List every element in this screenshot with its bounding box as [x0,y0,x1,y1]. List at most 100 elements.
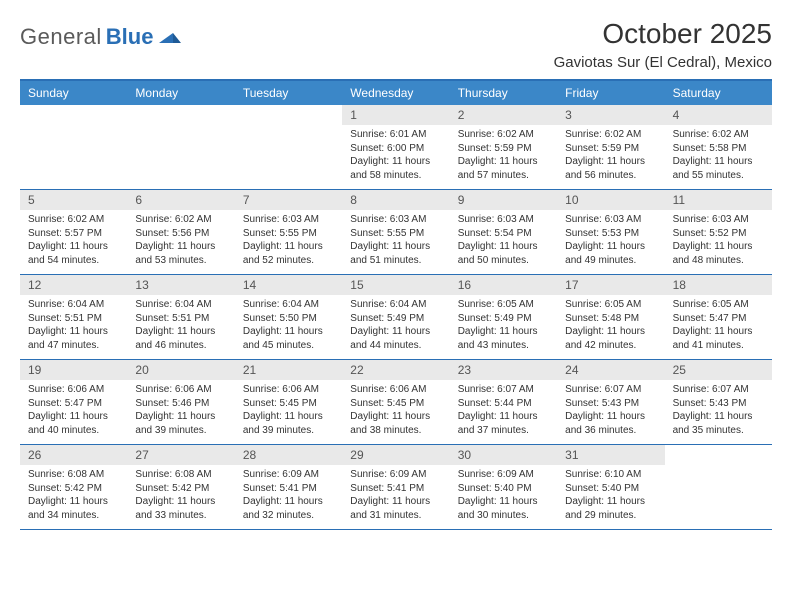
calendar-cell: 1Sunrise: 6:01 AMSunset: 6:00 PMDaylight… [342,105,449,189]
calendar-cell: 2Sunrise: 6:02 AMSunset: 5:59 PMDaylight… [450,105,557,189]
calendar-week: 26Sunrise: 6:08 AMSunset: 5:42 PMDayligh… [20,445,772,530]
day-details: Sunrise: 6:02 AMSunset: 5:59 PMDaylight:… [450,125,557,186]
day-details: Sunrise: 6:02 AMSunset: 5:56 PMDaylight:… [127,210,234,271]
day-details: Sunrise: 6:09 AMSunset: 5:41 PMDaylight:… [235,465,342,526]
day-details: Sunrise: 6:02 AMSunset: 5:57 PMDaylight:… [20,210,127,271]
weekday-header: Wednesday [342,81,449,105]
calendar-cell: 22Sunrise: 6:06 AMSunset: 5:45 PMDayligh… [342,360,449,444]
weekday-header: Sunday [20,81,127,105]
calendar-cell: 10Sunrise: 6:03 AMSunset: 5:53 PMDayligh… [557,190,664,274]
day-number: 28 [235,445,342,465]
calendar-cell: 11Sunrise: 6:03 AMSunset: 5:52 PMDayligh… [665,190,772,274]
day-details: Sunrise: 6:01 AMSunset: 6:00 PMDaylight:… [342,125,449,186]
calendar-week: 12Sunrise: 6:04 AMSunset: 5:51 PMDayligh… [20,275,772,360]
weekday-header: Saturday [665,81,772,105]
day-number: 5 [20,190,127,210]
calendar-cell: 28Sunrise: 6:09 AMSunset: 5:41 PMDayligh… [235,445,342,529]
day-details: Sunrise: 6:08 AMSunset: 5:42 PMDaylight:… [127,465,234,526]
logo-mark-icon [159,27,181,48]
calendar-cell: 21Sunrise: 6:06 AMSunset: 5:45 PMDayligh… [235,360,342,444]
weekday-header: Thursday [450,81,557,105]
day-number [235,105,342,125]
calendar-cell: 6Sunrise: 6:02 AMSunset: 5:56 PMDaylight… [127,190,234,274]
day-number: 17 [557,275,664,295]
calendar-cell: 19Sunrise: 6:06 AMSunset: 5:47 PMDayligh… [20,360,127,444]
day-details: Sunrise: 6:03 AMSunset: 5:53 PMDaylight:… [557,210,664,271]
day-details: Sunrise: 6:07 AMSunset: 5:44 PMDaylight:… [450,380,557,441]
calendar-cell: 17Sunrise: 6:05 AMSunset: 5:48 PMDayligh… [557,275,664,359]
day-number: 18 [665,275,772,295]
calendar-cell [20,105,127,189]
day-number: 31 [557,445,664,465]
day-number: 20 [127,360,234,380]
day-number: 12 [20,275,127,295]
calendar-cell: 5Sunrise: 6:02 AMSunset: 5:57 PMDaylight… [20,190,127,274]
day-number [20,105,127,125]
calendar-cell: 3Sunrise: 6:02 AMSunset: 5:59 PMDaylight… [557,105,664,189]
calendar-cell [235,105,342,189]
logo-text-general: General [20,24,102,50]
calendar-cell [127,105,234,189]
calendar-cell: 25Sunrise: 6:07 AMSunset: 5:43 PMDayligh… [665,360,772,444]
day-number: 19 [20,360,127,380]
day-number: 13 [127,275,234,295]
calendar-cell: 29Sunrise: 6:09 AMSunset: 5:41 PMDayligh… [342,445,449,529]
weekday-header-row: Sunday Monday Tuesday Wednesday Thursday… [20,81,772,105]
day-number: 9 [450,190,557,210]
calendar-week: 19Sunrise: 6:06 AMSunset: 5:47 PMDayligh… [20,360,772,445]
weekday-header: Tuesday [235,81,342,105]
calendar-cell: 4Sunrise: 6:02 AMSunset: 5:58 PMDaylight… [665,105,772,189]
day-number [127,105,234,125]
day-details: Sunrise: 6:06 AMSunset: 5:47 PMDaylight:… [20,380,127,441]
day-details: Sunrise: 6:04 AMSunset: 5:51 PMDaylight:… [127,295,234,356]
day-details: Sunrise: 6:09 AMSunset: 5:41 PMDaylight:… [342,465,449,526]
day-number: 30 [450,445,557,465]
day-details: Sunrise: 6:02 AMSunset: 5:58 PMDaylight:… [665,125,772,186]
day-details: Sunrise: 6:04 AMSunset: 5:51 PMDaylight:… [20,295,127,356]
day-number: 29 [342,445,449,465]
day-number: 25 [665,360,772,380]
weekday-header: Friday [557,81,664,105]
calendar: Sunday Monday Tuesday Wednesday Thursday… [20,79,772,530]
day-details: Sunrise: 6:03 AMSunset: 5:55 PMDaylight:… [342,210,449,271]
day-number: 6 [127,190,234,210]
day-number: 22 [342,360,449,380]
day-number: 27 [127,445,234,465]
calendar-week: 5Sunrise: 6:02 AMSunset: 5:57 PMDaylight… [20,190,772,275]
logo: GeneralBlue [20,18,181,50]
day-details: Sunrise: 6:06 AMSunset: 5:46 PMDaylight:… [127,380,234,441]
day-number: 11 [665,190,772,210]
day-details: Sunrise: 6:04 AMSunset: 5:49 PMDaylight:… [342,295,449,356]
calendar-cell: 12Sunrise: 6:04 AMSunset: 5:51 PMDayligh… [20,275,127,359]
day-number: 3 [557,105,664,125]
day-details: Sunrise: 6:03 AMSunset: 5:52 PMDaylight:… [665,210,772,271]
day-number: 8 [342,190,449,210]
day-details: Sunrise: 6:04 AMSunset: 5:50 PMDaylight:… [235,295,342,356]
day-details: Sunrise: 6:09 AMSunset: 5:40 PMDaylight:… [450,465,557,526]
day-details: Sunrise: 6:05 AMSunset: 5:48 PMDaylight:… [557,295,664,356]
day-number: 7 [235,190,342,210]
calendar-cell: 24Sunrise: 6:07 AMSunset: 5:43 PMDayligh… [557,360,664,444]
day-number: 15 [342,275,449,295]
day-details: Sunrise: 6:08 AMSunset: 5:42 PMDaylight:… [20,465,127,526]
logo-text-blue: Blue [106,24,154,50]
calendar-cell: 13Sunrise: 6:04 AMSunset: 5:51 PMDayligh… [127,275,234,359]
calendar-cell: 20Sunrise: 6:06 AMSunset: 5:46 PMDayligh… [127,360,234,444]
calendar-cell: 7Sunrise: 6:03 AMSunset: 5:55 PMDaylight… [235,190,342,274]
calendar-cell: 18Sunrise: 6:05 AMSunset: 5:47 PMDayligh… [665,275,772,359]
weekday-header: Monday [127,81,234,105]
day-details: Sunrise: 6:10 AMSunset: 5:40 PMDaylight:… [557,465,664,526]
day-details: Sunrise: 6:06 AMSunset: 5:45 PMDaylight:… [235,380,342,441]
day-number: 10 [557,190,664,210]
day-details: Sunrise: 6:07 AMSunset: 5:43 PMDaylight:… [557,380,664,441]
calendar-cell: 9Sunrise: 6:03 AMSunset: 5:54 PMDaylight… [450,190,557,274]
day-details: Sunrise: 6:03 AMSunset: 5:54 PMDaylight:… [450,210,557,271]
day-number: 16 [450,275,557,295]
day-number: 21 [235,360,342,380]
day-details: Sunrise: 6:02 AMSunset: 5:59 PMDaylight:… [557,125,664,186]
calendar-cell: 23Sunrise: 6:07 AMSunset: 5:44 PMDayligh… [450,360,557,444]
day-details: Sunrise: 6:05 AMSunset: 5:47 PMDaylight:… [665,295,772,356]
day-number: 14 [235,275,342,295]
day-number: 23 [450,360,557,380]
calendar-cell [665,445,772,529]
